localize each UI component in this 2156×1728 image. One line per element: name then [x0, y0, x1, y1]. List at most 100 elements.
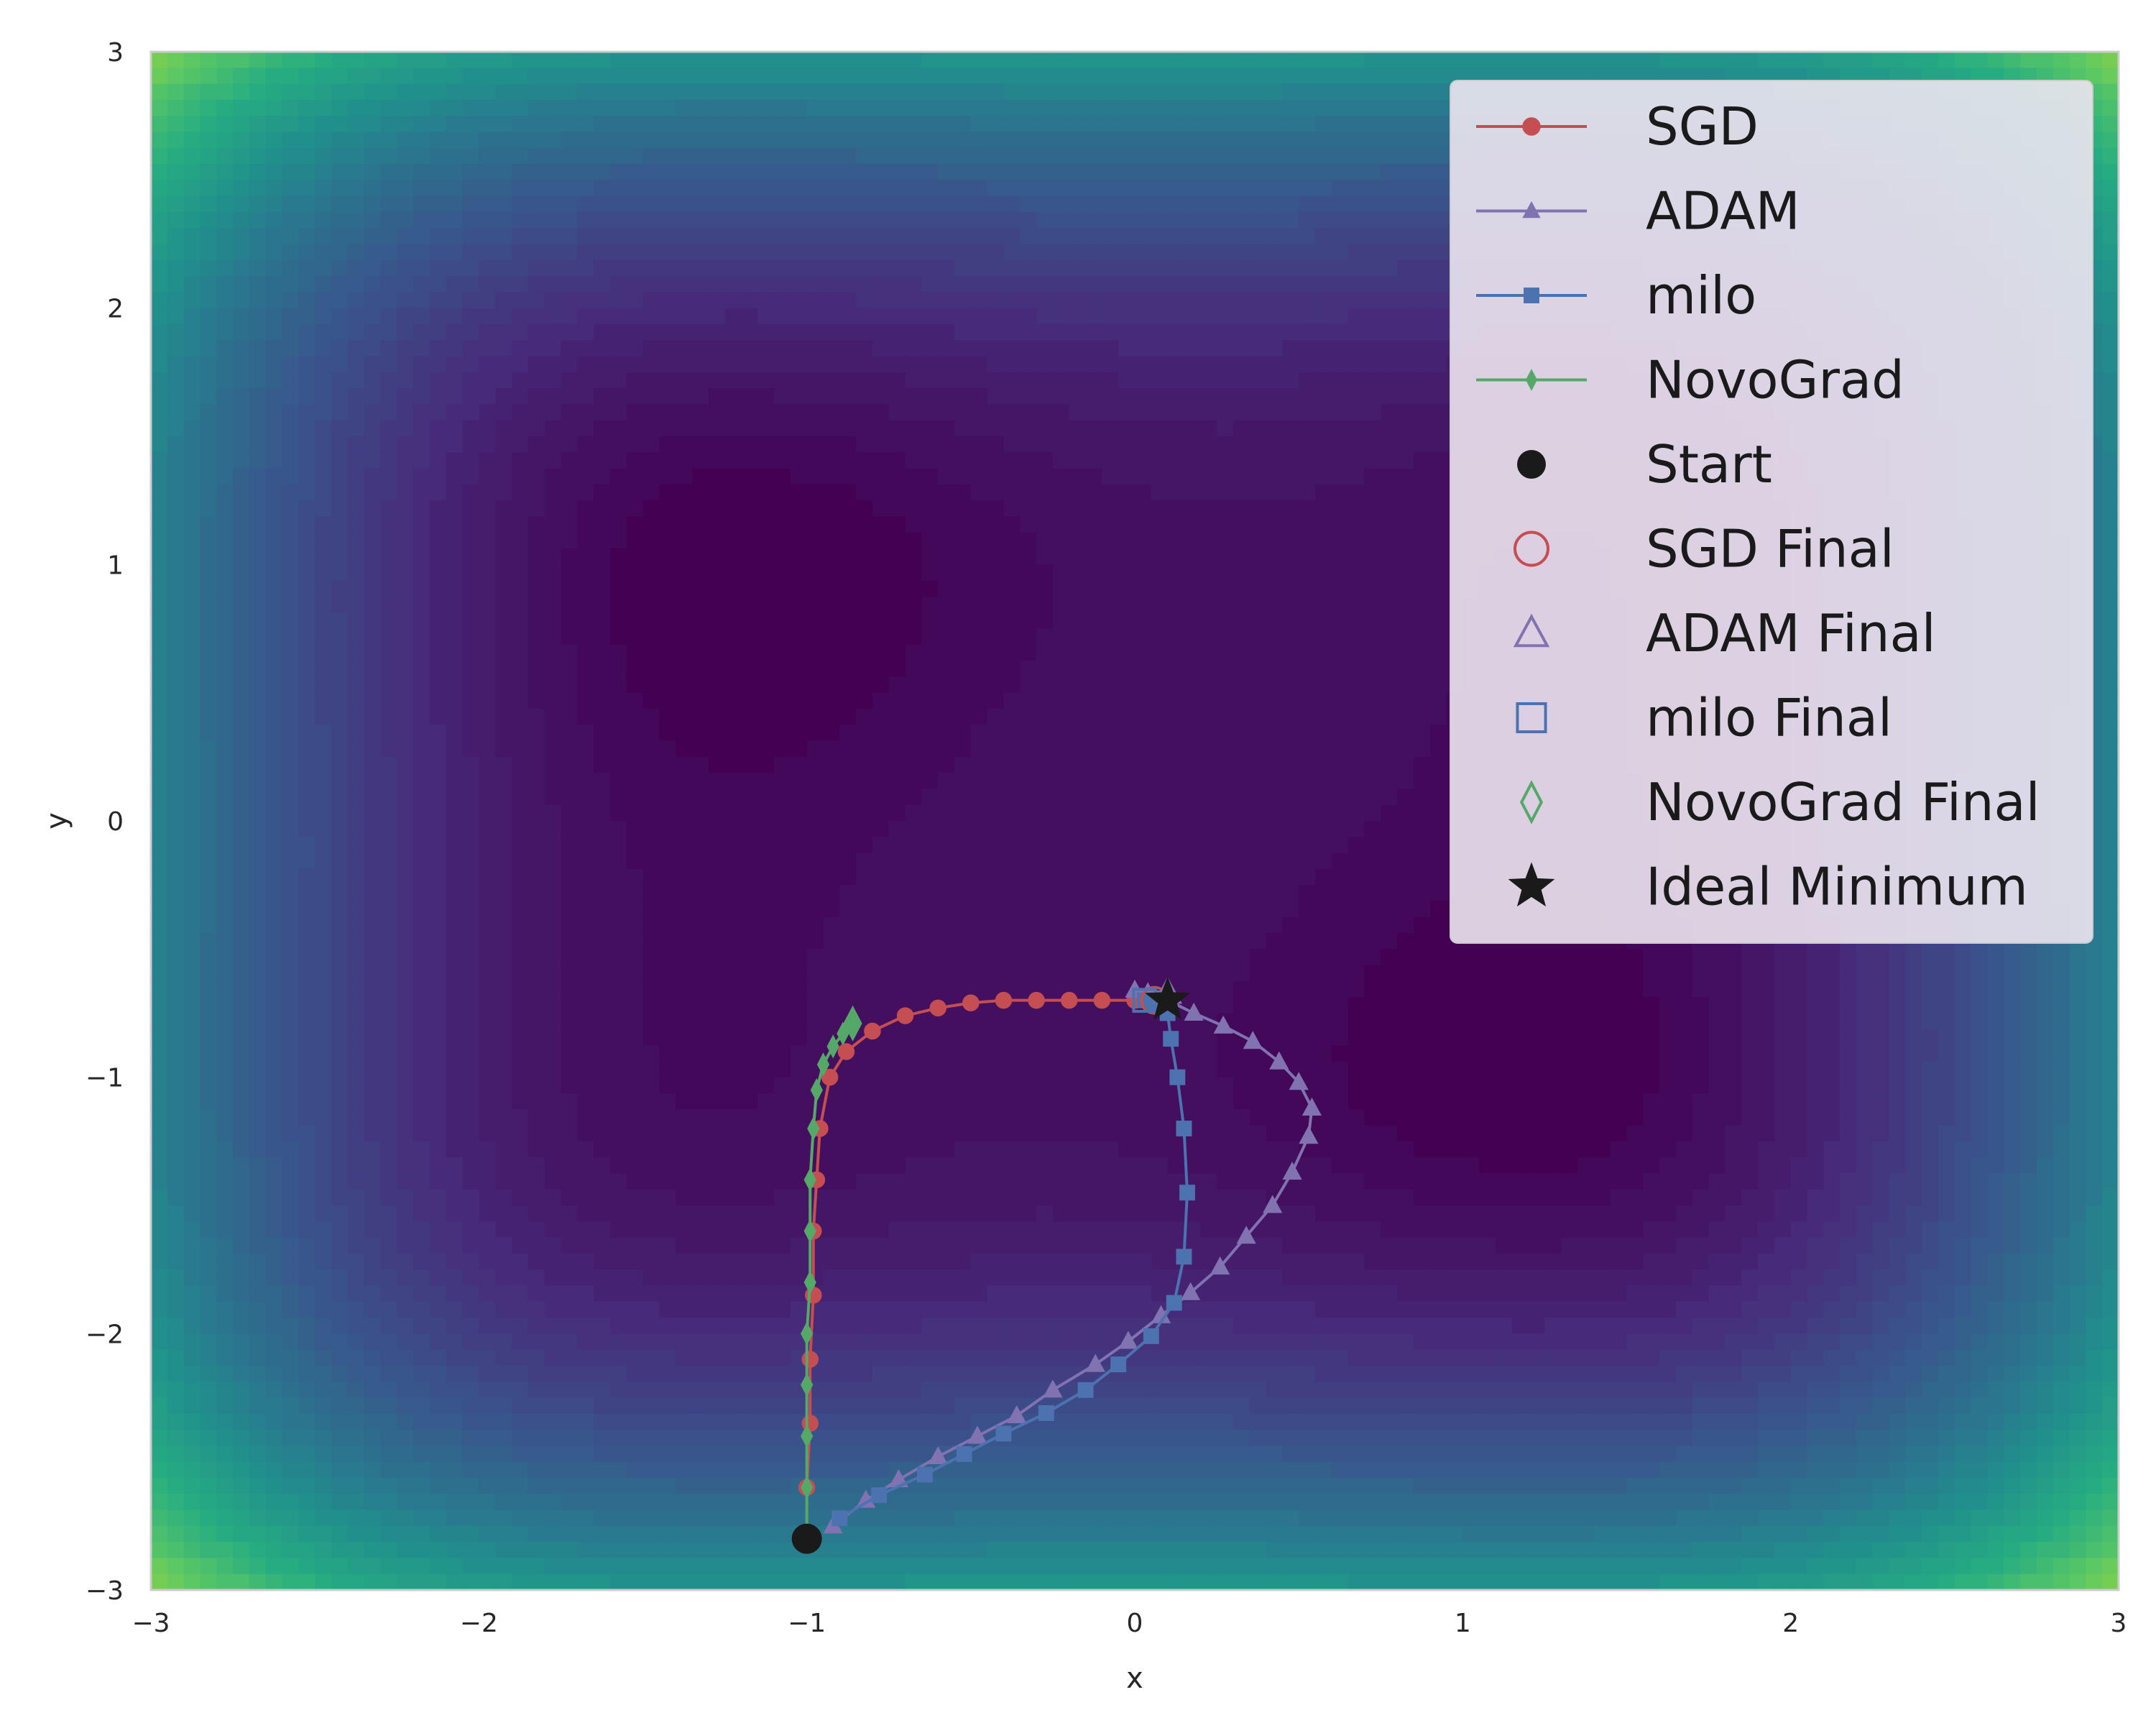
contour-cell: [691, 196, 709, 213]
contour-cell: [1299, 147, 1316, 165]
contour-cell: [495, 452, 512, 469]
contour-cell: [724, 340, 742, 357]
contour-cell: [1003, 692, 1021, 709]
contour-cell: [216, 292, 234, 309]
contour-cell: [823, 308, 840, 325]
contour-cell: [757, 147, 775, 165]
contour-cell: [561, 83, 578, 101]
contour-cell: [790, 276, 808, 293]
contour-cell: [511, 259, 529, 277]
contour-cell: [774, 147, 791, 165]
contour-cell: [315, 644, 332, 661]
contour-cell: [364, 276, 382, 293]
contour-cell: [1266, 116, 1283, 133]
contour-cell: [151, 580, 168, 597]
contour-cell: [1266, 661, 1283, 677]
contour-cell: [1299, 259, 1316, 277]
contour-cell: [265, 147, 283, 165]
contour-cell: [757, 661, 775, 677]
contour-cell: [1299, 564, 1316, 582]
contour-cell: [265, 548, 283, 565]
contour-cell: [1217, 420, 1234, 437]
contour-cell: [790, 83, 808, 101]
contour-cell: [708, 596, 726, 613]
contour-cell: [298, 580, 315, 597]
contour-cell: [954, 420, 972, 437]
contour-cell: [315, 484, 332, 501]
contour-cell: [1069, 356, 1087, 373]
contour-cell: [856, 532, 873, 549]
contour-cell: [1036, 276, 1054, 293]
contour-cell: [938, 564, 955, 582]
contour-cell: [708, 484, 726, 501]
contour-cell: [1135, 308, 1152, 325]
contour-cell: [2102, 661, 2119, 677]
contour-cell: [151, 628, 168, 645]
contour-cell: [954, 132, 972, 149]
contour-cell: [1200, 164, 1217, 180]
contour-cell: [364, 708, 382, 725]
contour-cell: [790, 52, 808, 68]
contour-cell: [1003, 452, 1021, 469]
contour-cell: [1282, 132, 1299, 149]
contour-cell: [626, 228, 644, 245]
contour-cell: [282, 676, 299, 694]
contour-cell: [561, 340, 578, 357]
contour-cell: [151, 452, 168, 469]
contour-cell: [1413, 116, 1431, 133]
contour-cell: [823, 68, 840, 85]
contour-cell: [888, 500, 906, 518]
contour-cell: [183, 612, 201, 630]
contour-cell: [1020, 276, 1037, 293]
contour-cell: [1397, 259, 1414, 277]
contour-cell: [347, 452, 365, 469]
contour-cell: [577, 99, 594, 116]
contour-cell: [806, 676, 824, 694]
contour-cell: [905, 676, 922, 694]
contour-cell: [659, 83, 676, 101]
contour-cell: [938, 388, 955, 405]
contour-cell: [2102, 180, 2119, 197]
contour-cell: [659, 644, 676, 661]
contour-cell: [872, 708, 890, 725]
contour-cell: [594, 340, 611, 357]
contour-cell: [676, 323, 693, 341]
contour-cell: [167, 99, 185, 116]
contour-cell: [921, 244, 939, 261]
contour-cell: [642, 468, 660, 485]
contour-cell: [1003, 259, 1021, 277]
contour-cell: [446, 644, 464, 661]
contour-cell: [1266, 180, 1283, 197]
contour-cell: [495, 532, 512, 549]
contour-cell: [626, 644, 644, 661]
contour-cell: [790, 628, 808, 645]
contour-cell: [1151, 708, 1169, 725]
contour-cell: [282, 147, 299, 165]
contour-cell: [1118, 132, 1135, 149]
contour-cell: [642, 516, 660, 533]
contour-cell: [282, 68, 299, 85]
contour-cell: [397, 340, 414, 357]
contour-cell: [823, 180, 840, 197]
contour-cell: [331, 564, 349, 582]
contour-cell: [938, 99, 955, 116]
contour-cell: [183, 52, 201, 68]
contour-cell: [1381, 548, 1398, 565]
contour-cell: [938, 548, 955, 565]
contour-cell: [282, 484, 299, 501]
contour-cell: [1200, 420, 1217, 437]
contour-cell: [397, 83, 414, 101]
contour-cell: [741, 468, 758, 485]
contour-cell: [659, 452, 676, 469]
contour-cell: [839, 676, 857, 694]
contour-cell: [1364, 164, 1381, 180]
contour-cell: [1314, 564, 1332, 582]
contour-cell: [249, 323, 267, 341]
contour-cell: [1135, 323, 1152, 341]
contour-cell: [528, 276, 545, 293]
contour-cell: [757, 516, 775, 533]
contour-cell: [1282, 68, 1299, 85]
contour-cell: [1167, 564, 1185, 582]
contour-cell: [594, 323, 611, 341]
contour-cell: [1397, 276, 1414, 293]
